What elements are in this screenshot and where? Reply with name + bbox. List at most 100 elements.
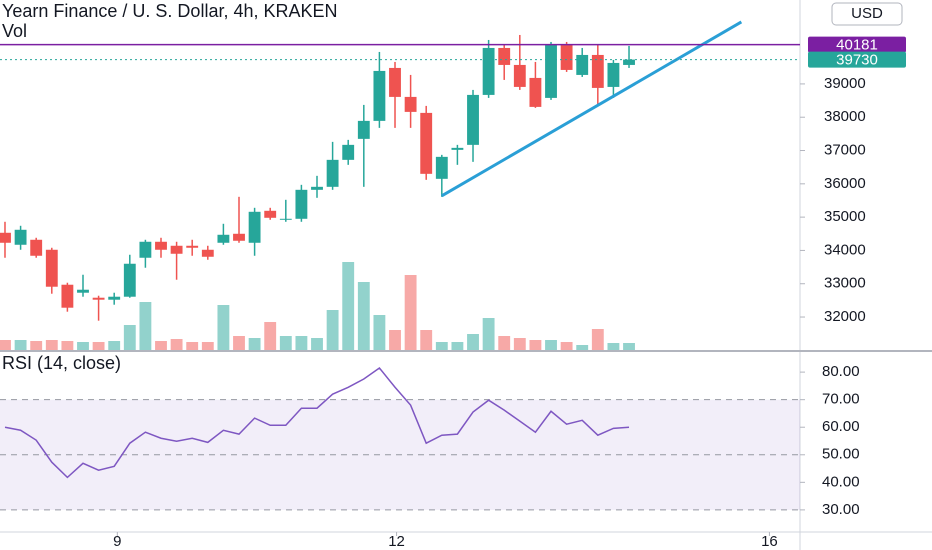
volume-bar <box>513 338 526 350</box>
candle-body <box>498 47 511 65</box>
candle-body <box>77 289 89 293</box>
y-tick-label: 33000 <box>824 275 866 292</box>
candle-body <box>529 77 542 107</box>
candle-body <box>279 218 292 220</box>
candle-body <box>264 210 277 218</box>
price-label: 39730 <box>836 52 878 69</box>
candle-body <box>560 44 573 70</box>
candle-body <box>342 144 355 160</box>
volume-bar <box>326 310 339 350</box>
rsi-tick-label: 30.00 <box>822 501 860 518</box>
candle-body <box>311 186 323 190</box>
candle-body <box>545 44 557 98</box>
candle-body <box>607 62 620 87</box>
volume-bar <box>0 340 11 350</box>
candle-body <box>123 263 136 297</box>
candle-body <box>45 249 58 287</box>
volume-bar <box>607 343 620 350</box>
candle-body <box>326 159 339 187</box>
volume-label: Vol <box>2 21 27 41</box>
candle-body <box>61 284 74 308</box>
x-tick-label: 12 <box>388 533 405 550</box>
rsi-tick-label: 70.00 <box>822 391 860 408</box>
volume-bar <box>217 305 230 350</box>
volume-bar <box>45 340 58 350</box>
candle-body <box>155 241 167 250</box>
x-tick-label: 9 <box>113 533 121 550</box>
volume-bar <box>576 345 589 350</box>
volume-bar <box>77 342 89 350</box>
candle-body <box>576 54 589 75</box>
y-tick-label: 36000 <box>824 175 866 192</box>
rsi-tick-label: 40.00 <box>822 473 860 490</box>
candle-body <box>404 96 417 112</box>
volume-bar <box>30 341 43 350</box>
price-label: 40181 <box>836 37 878 54</box>
candle-body <box>30 239 43 256</box>
trendline <box>441 20 743 198</box>
volume-bar <box>264 322 277 350</box>
volume-bar <box>342 262 355 350</box>
volume-bar <box>591 329 604 350</box>
candle-body <box>357 120 370 139</box>
candle-body <box>295 189 308 219</box>
candle-body <box>623 59 635 65</box>
candle-body <box>513 64 526 87</box>
currency-button[interactable] <box>831 2 903 26</box>
volume-bar <box>498 336 511 350</box>
plot-layer: 32000 33000 34000 35000 36000 37000 38000 39000… <box>0 20 866 550</box>
volume-bar <box>529 340 542 350</box>
x-tick-label: 16 <box>761 533 778 550</box>
volume-bar <box>389 330 401 350</box>
volume-bar <box>451 342 464 350</box>
y-tick-label: 34000 <box>824 241 866 258</box>
rsi-tick-label: 80.00 <box>822 363 860 380</box>
y-tick-label: 32000 <box>824 308 866 325</box>
candle-body <box>482 47 495 95</box>
volume-bar <box>170 339 183 350</box>
candle-body <box>389 67 401 97</box>
candle-body <box>14 229 27 245</box>
candle-body <box>451 147 464 150</box>
volume-bar <box>186 342 199 350</box>
volume-bar <box>420 330 433 350</box>
rsi-line <box>4 366 630 479</box>
price-label-box <box>808 36 906 53</box>
y-tick-label: 38000 <box>824 108 866 125</box>
volume-bar <box>545 340 557 350</box>
volume-bar <box>201 342 214 350</box>
volume-bar <box>61 341 74 350</box>
volume-bar <box>233 336 245 350</box>
volume-bar <box>357 282 370 350</box>
candle-body <box>0 232 11 243</box>
y-tick-label: 35000 <box>824 208 866 225</box>
volume-bar <box>155 341 167 350</box>
y-tick-label: 39000 <box>824 75 866 92</box>
volume-bar <box>467 334 479 350</box>
volume-bar <box>404 275 417 350</box>
candle-body <box>170 245 183 254</box>
volume-bar <box>123 325 136 350</box>
y-tick-label: 37000 <box>824 141 866 158</box>
candle-body <box>92 297 105 300</box>
volume-bar <box>108 341 121 350</box>
price-label-box <box>808 51 906 68</box>
volume-bar <box>373 315 386 350</box>
volume-bar <box>139 302 152 350</box>
currency-label[interactable]: USD <box>851 5 883 22</box>
candle-body <box>139 241 152 258</box>
volume-bar <box>92 342 105 350</box>
candle-body <box>248 211 261 243</box>
volume-bar <box>623 343 635 350</box>
candle-body <box>233 233 245 241</box>
rsi-tick-label: 50.00 <box>822 446 860 463</box>
volume-bar <box>435 342 448 350</box>
candle-body <box>186 245 199 248</box>
candle-body <box>435 156 448 179</box>
rsi-tick-label: 60.00 <box>822 418 860 435</box>
candle-body <box>420 112 433 174</box>
volume-bar <box>482 318 495 350</box>
volume-bar <box>248 338 261 350</box>
rsi-title: RSI (14, close) <box>2 353 121 373</box>
